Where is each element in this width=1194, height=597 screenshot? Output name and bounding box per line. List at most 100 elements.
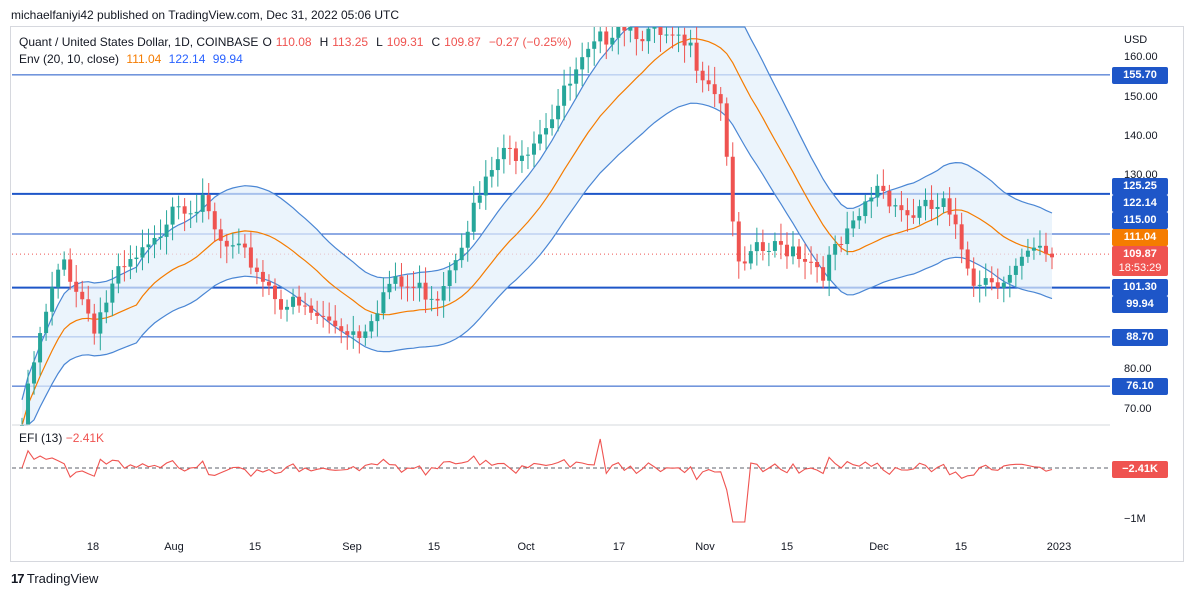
level-tag-125-25[interactable]: 125.25 — [1112, 178, 1168, 195]
candle-body — [634, 27, 639, 40]
candle-body — [935, 206, 940, 210]
candle-body — [218, 229, 223, 241]
candle-body — [68, 259, 73, 282]
tradingview-logo-icon: 17 — [11, 571, 25, 586]
price-axis-unit: USD — [1124, 34, 1148, 46]
candle-body — [507, 147, 512, 149]
candle-body — [845, 228, 850, 245]
candle-body — [417, 282, 422, 288]
time-axis-label: Nov — [695, 541, 715, 553]
time-axis-label: 17 — [612, 541, 626, 553]
price-tick: 150.00 — [1124, 91, 1158, 103]
candle-body — [628, 27, 633, 31]
candle-body — [754, 242, 759, 252]
candle-body — [664, 34, 669, 36]
candle-body — [62, 259, 67, 270]
level-tag-88-70[interactable]: 88.70 — [1112, 329, 1168, 346]
time-axis-label: Aug — [164, 541, 184, 553]
candle-body — [1007, 274, 1012, 283]
candle-body — [501, 147, 506, 160]
envelope-band — [21, 26, 1053, 426]
candle-body — [917, 206, 922, 218]
candle-body — [110, 283, 115, 303]
candle-body — [809, 261, 814, 263]
candle-body — [622, 27, 627, 31]
candle-body — [857, 216, 862, 221]
candle-body — [580, 57, 585, 70]
time-axis-label: 15 — [954, 541, 968, 553]
candle-body — [152, 237, 157, 245]
candle-body — [453, 260, 458, 271]
footer-brand[interactable]: 17 TradingView — [11, 571, 99, 586]
candle-body — [321, 315, 326, 317]
level-tag-115-00[interactable]: 115.00 — [1112, 212, 1168, 229]
candle-body — [953, 214, 958, 225]
env-legend[interactable]: Env (20, 10, close) 111.04 122.14 99.94 — [19, 52, 247, 66]
candle-body — [381, 292, 386, 314]
candle-body — [839, 243, 844, 245]
candle-body — [423, 282, 428, 300]
candle-body — [604, 31, 609, 45]
candle-body — [50, 287, 55, 312]
candle-body — [242, 243, 247, 248]
candle-body — [977, 284, 982, 286]
candle-body — [194, 211, 199, 214]
candle-body — [74, 281, 79, 292]
env-lower-value: 99.94 — [212, 52, 243, 66]
candle-body — [224, 240, 229, 247]
candle-body — [435, 298, 440, 301]
candle-body — [923, 199, 928, 207]
candle-body — [531, 143, 536, 155]
efi-axis-tick: −1M — [1124, 513, 1146, 525]
candle-body — [363, 331, 368, 338]
time-axis-label: Dec — [869, 541, 889, 553]
candle-body — [718, 94, 723, 104]
level-tag-155-70[interactable]: 155.70 — [1112, 67, 1168, 84]
candle-body — [291, 296, 296, 307]
candle-body — [206, 195, 211, 212]
candle-body — [471, 202, 476, 232]
time-axis-label: 15 — [248, 541, 262, 553]
candle-body — [797, 246, 802, 259]
candle-body — [405, 286, 410, 288]
candle-body — [339, 326, 344, 332]
efi-label: EFI (13) — [19, 431, 63, 445]
candle-body — [351, 331, 356, 335]
candle-body — [760, 242, 765, 252]
candle-body — [676, 34, 681, 36]
candle-body — [1037, 245, 1042, 248]
candle-body — [803, 258, 808, 262]
candle-body — [700, 70, 705, 81]
candle-body — [1043, 245, 1048, 254]
candle-body — [851, 220, 856, 229]
level-tag-76-10[interactable]: 76.10 — [1112, 378, 1168, 395]
candle-body — [38, 333, 43, 363]
efi-value: −2.41K — [65, 431, 105, 445]
symbol-legend[interactable]: Quant / United States Dollar, 1D, COINBA… — [19, 35, 576, 49]
candle-body — [399, 276, 404, 287]
candle-body — [164, 224, 169, 237]
candle-body — [357, 331, 362, 338]
chart-frame — [10, 26, 1184, 562]
symbol-title[interactable]: Quant / United States Dollar, 1D, COINBA… — [19, 35, 259, 49]
env-upper-tag: 122.14 — [1112, 195, 1168, 212]
price-tick: 80.00 — [1124, 363, 1152, 375]
candle-body — [893, 205, 898, 207]
candle-body — [387, 283, 392, 293]
candle-body — [790, 246, 795, 257]
candle-body — [297, 296, 302, 306]
candle-body — [176, 206, 181, 208]
candle-body — [887, 190, 892, 207]
env-label[interactable]: Env (20, 10, close) — [19, 52, 120, 66]
candle-body — [652, 27, 657, 29]
candle-body — [881, 185, 886, 191]
candle-body — [483, 176, 488, 196]
candle-body — [556, 105, 561, 120]
candle-body — [309, 305, 314, 313]
level-tag-101-30[interactable]: 101.30 — [1112, 279, 1168, 296]
candle-body — [315, 312, 320, 316]
env-basis-value: 111.04 — [126, 52, 162, 66]
efi-legend[interactable]: EFI (13) −2.41K — [19, 431, 104, 445]
env-basis-tag: 111.04 — [1112, 229, 1168, 246]
